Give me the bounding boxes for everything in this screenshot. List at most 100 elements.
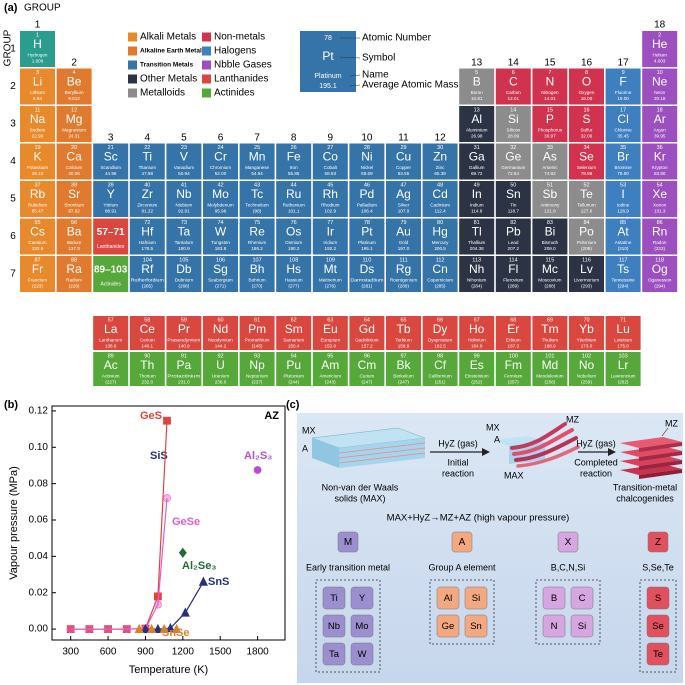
group-frame [315,579,381,673]
atomic-mass: (277) [288,284,299,289]
element-name: Gold [399,240,409,245]
group-number: 6 [218,133,224,144]
atomic-mass: (294) [654,284,665,289]
element-box [569,352,604,386]
legend-swatch [128,74,137,84]
atomic-number: 116 [582,257,591,263]
element-name: Tennessine [611,278,635,283]
element-name: Aluminium [466,128,488,133]
element-box [166,316,202,350]
atomic-mass: 152.0 [325,344,337,349]
element-symbol: U [216,358,225,372]
atomic-mass: 72.64 [508,171,520,176]
x-tick-label: 900 [137,647,154,658]
atomic-mass: 19.00 [617,96,629,101]
element-name: Phosphorus [538,128,563,133]
element-symbol: Hs [286,262,301,276]
atomic-mass: 44.96 [105,171,117,176]
atomic-number: 42 [217,182,223,188]
element-name: Meitnerium [319,278,342,283]
process-label: A [494,434,500,444]
element-name: Caesium [28,240,46,245]
element-name: Samarium [283,338,304,343]
element-name: Einsteinium [465,374,489,379]
element-box [605,68,641,105]
legend-label: Lanthanides [214,74,269,85]
element-symbol: Se [579,150,594,164]
group-number: 15 [544,58,556,69]
element-box [349,256,385,292]
marker [198,576,208,586]
element-symbol: Al [471,112,482,126]
atomic-number: 118 [655,257,664,263]
element-tile [646,614,670,638]
element-box [203,181,238,217]
element-name: Cerium [140,338,155,343]
element-box [93,352,129,386]
period-number: 4 [10,156,16,167]
group-label: S,Se,Te [642,562,674,572]
atomic-mass: 157.2 [361,344,373,349]
annotation: SiS [150,450,168,462]
element-tile [570,614,594,638]
element-name: Zirconium [137,203,157,208]
period-number: 5 [10,194,16,205]
atomic-number: 84 [583,220,589,226]
element-symbol: Yb [579,322,594,336]
element-box [569,106,604,142]
group-letter-box [647,531,669,553]
atomic-number: 45 [327,182,333,188]
atomic-mass: 197.0 [398,246,410,251]
element-box [239,218,275,255]
element-box [166,256,202,292]
key-label: Symbol [362,53,395,64]
period-number: 2 [10,81,16,92]
x-tick-label: 1200 [172,647,195,658]
period-number: 6 [10,231,16,242]
atomic-mass: 158.9 [398,344,410,349]
atomic-number: 80 [437,220,443,226]
element-box [459,68,495,105]
element-symbol: Ni [361,150,372,164]
atomic-mass: 28.09 [508,134,520,139]
element-name: Xenon [653,203,667,208]
element-tile-label: Ta [329,649,340,660]
atomic-mass: 69.72 [471,171,483,176]
element-symbol: Nh [469,262,484,276]
annotation: AZ [264,410,279,422]
atomic-mass: (294) [618,284,629,289]
element-name: Antimony [540,203,560,208]
atomic-number: 31 [474,145,480,151]
element-box [532,256,568,292]
element-name: Palladium [357,203,377,208]
atomic-number: 82 [510,220,516,226]
element-symbol: N [546,75,555,89]
element-name: Sodium [30,128,46,133]
element-box [422,256,458,292]
element-name: Bismuth [542,240,559,245]
element-box [276,352,312,386]
element-box [605,181,641,217]
x-tick-label: 1500 [209,647,232,658]
element-box [642,68,678,105]
atomic-number: 75 [254,220,260,226]
atomic-number: 37 [34,182,40,188]
element-box [276,316,312,350]
process-label: Initial [447,457,468,467]
marker [122,625,131,633]
element-box [203,352,238,386]
